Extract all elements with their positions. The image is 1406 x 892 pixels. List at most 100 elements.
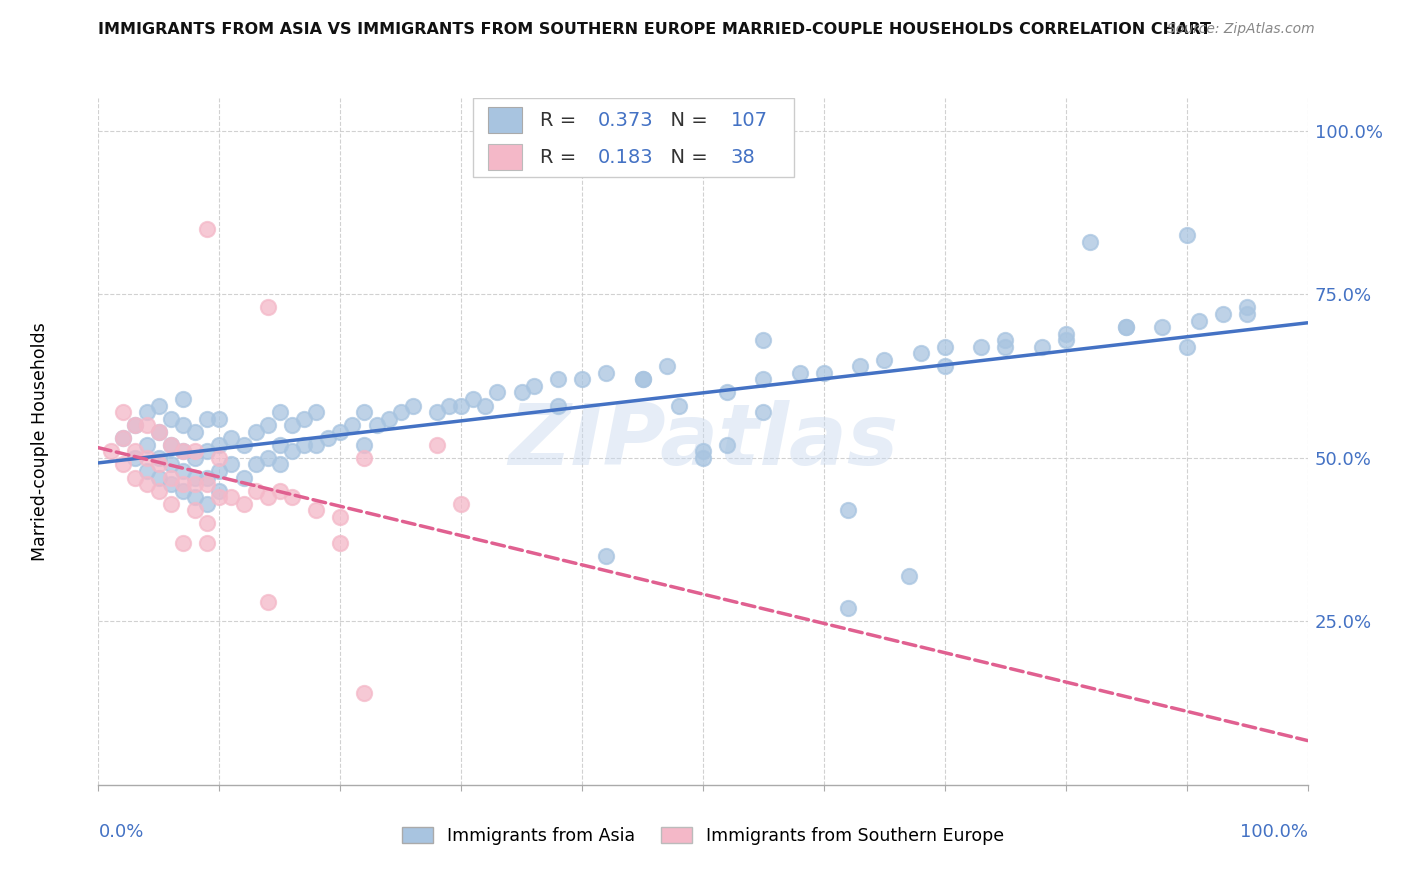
Point — [245, 425, 267, 439]
Point — [111, 458, 134, 472]
Point — [256, 450, 278, 465]
Text: 38: 38 — [731, 148, 755, 167]
Point — [195, 536, 218, 550]
Point — [353, 438, 375, 452]
Point — [353, 450, 375, 465]
Point — [245, 483, 267, 498]
Point — [292, 438, 315, 452]
Point — [148, 399, 170, 413]
Point — [232, 470, 254, 484]
Point — [111, 431, 134, 445]
Point — [100, 444, 122, 458]
Point — [195, 516, 218, 531]
Point — [148, 450, 170, 465]
Point — [1175, 228, 1198, 243]
Point — [281, 418, 304, 433]
Point — [437, 399, 460, 413]
Point — [1115, 320, 1137, 334]
Point — [148, 425, 170, 439]
Point — [148, 483, 170, 498]
Point — [366, 418, 388, 433]
Point — [184, 450, 207, 465]
Point — [195, 497, 218, 511]
Point — [1054, 333, 1077, 347]
Point — [316, 431, 339, 445]
Point — [655, 359, 678, 374]
Point — [172, 483, 194, 498]
Point — [752, 333, 775, 347]
Point — [124, 444, 146, 458]
Point — [124, 418, 146, 433]
Point — [232, 438, 254, 452]
Point — [571, 372, 593, 386]
Point — [256, 490, 278, 504]
Point — [184, 490, 207, 504]
Point — [1031, 340, 1053, 354]
Point — [160, 470, 183, 484]
Point — [426, 405, 449, 419]
Point — [221, 431, 243, 445]
Point — [269, 458, 291, 472]
Point — [595, 366, 617, 380]
Point — [292, 411, 315, 425]
Point — [837, 503, 859, 517]
Point — [208, 411, 231, 425]
Point — [172, 418, 194, 433]
Point — [1236, 307, 1258, 321]
Point — [111, 405, 134, 419]
Point — [208, 438, 231, 452]
Point — [305, 503, 328, 517]
Point — [195, 222, 218, 236]
Point — [208, 450, 231, 465]
Point — [897, 568, 920, 582]
Point — [160, 497, 183, 511]
Point — [172, 464, 194, 478]
Point — [172, 477, 194, 491]
Point — [172, 444, 194, 458]
Point — [789, 366, 811, 380]
Point — [281, 444, 304, 458]
Point — [510, 385, 533, 400]
Point — [256, 418, 278, 433]
Legend: Immigrants from Asia, Immigrants from Southern Europe: Immigrants from Asia, Immigrants from So… — [402, 827, 1004, 845]
Point — [450, 399, 472, 413]
Text: Source: ZipAtlas.com: Source: ZipAtlas.com — [1167, 22, 1315, 37]
Point — [1152, 320, 1174, 334]
Point — [184, 470, 207, 484]
Point — [208, 483, 231, 498]
Point — [994, 340, 1017, 354]
Point — [547, 372, 569, 386]
Point — [463, 392, 485, 406]
Point — [124, 418, 146, 433]
Point — [184, 444, 207, 458]
Point — [256, 301, 278, 315]
Point — [148, 425, 170, 439]
FancyBboxPatch shape — [474, 98, 793, 178]
Point — [1115, 320, 1137, 334]
Point — [195, 477, 218, 491]
Point — [716, 385, 738, 400]
Point — [148, 458, 170, 472]
Point — [148, 470, 170, 484]
Point — [111, 431, 134, 445]
Point — [195, 470, 218, 484]
Text: 0.0%: 0.0% — [98, 822, 143, 841]
Point — [342, 418, 364, 433]
Point — [184, 477, 207, 491]
Point — [523, 379, 546, 393]
Point — [631, 372, 654, 386]
Text: R =: R = — [540, 148, 582, 167]
FancyBboxPatch shape — [488, 107, 522, 133]
Point — [1212, 307, 1234, 321]
Point — [232, 497, 254, 511]
Point — [353, 686, 375, 700]
Point — [124, 450, 146, 465]
Point — [353, 405, 375, 419]
Point — [668, 399, 690, 413]
Point — [195, 444, 218, 458]
Point — [486, 385, 509, 400]
Point — [281, 490, 304, 504]
Point — [208, 490, 231, 504]
Text: 100.0%: 100.0% — [1240, 822, 1308, 841]
Point — [1175, 340, 1198, 354]
